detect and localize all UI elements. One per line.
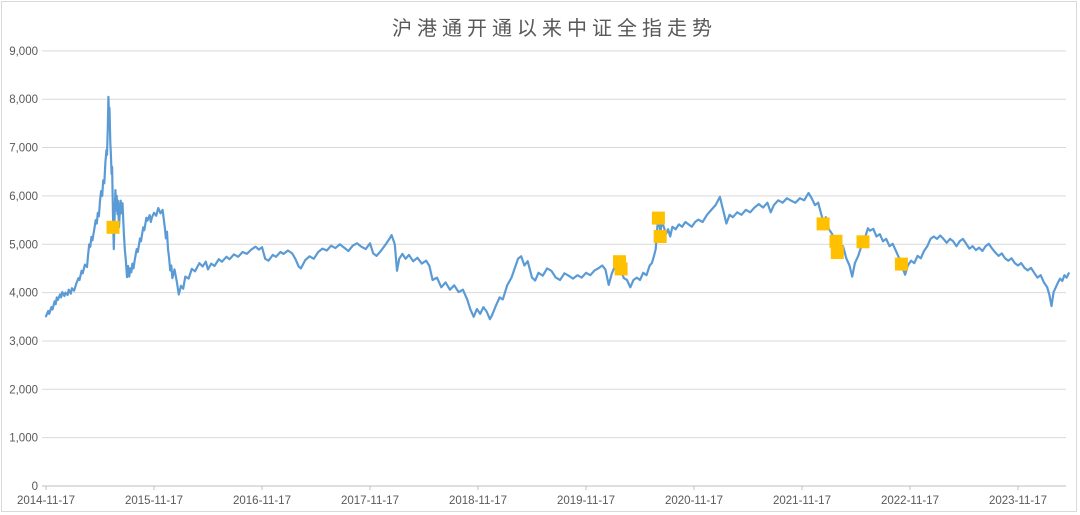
y-axis-label: 1,000 [9, 433, 38, 445]
event-marker [653, 230, 667, 243]
y-axis-label: 8,000 [9, 94, 38, 106]
x-axis-label: 2020-11-17 [665, 495, 723, 507]
event-marker [829, 234, 843, 248]
x-axis-label: 2016-11-17 [233, 495, 291, 507]
event-marker [816, 217, 830, 231]
event-marker [614, 262, 628, 276]
y-axis-label: 2,000 [9, 384, 38, 396]
x-axis-label: 2022-11-17 [881, 495, 939, 507]
event-marker [106, 220, 120, 234]
y-axis-label: 0 [32, 481, 38, 493]
y-axis-label: 4,000 [9, 288, 38, 300]
x-axis-label: 2023-11-17 [989, 495, 1047, 507]
event-marker [894, 257, 908, 271]
x-axis-label: 2021-11-17 [773, 495, 831, 507]
x-axis-label: 2014-11-17 [17, 495, 75, 507]
y-axis-label: 5,000 [9, 239, 38, 251]
y-axis-label: 3,000 [9, 336, 38, 348]
x-axis-label: 2018-11-17 [449, 495, 507, 507]
y-axis-label: 9,000 [9, 46, 38, 58]
y-axis-label: 7,000 [9, 143, 38, 155]
x-axis-label: 2019-11-17 [557, 495, 615, 507]
event-marker [651, 211, 665, 225]
x-axis-label: 2015-11-17 [125, 495, 183, 507]
price-line [44, 95, 1070, 321]
event-marker [830, 246, 844, 259]
chart-title: 沪港通开通以来中证全指走势 [392, 16, 717, 40]
x-axis-label: 2017-11-17 [341, 495, 399, 507]
y-axis-label: 6,000 [9, 191, 38, 203]
event-marker [856, 235, 870, 249]
